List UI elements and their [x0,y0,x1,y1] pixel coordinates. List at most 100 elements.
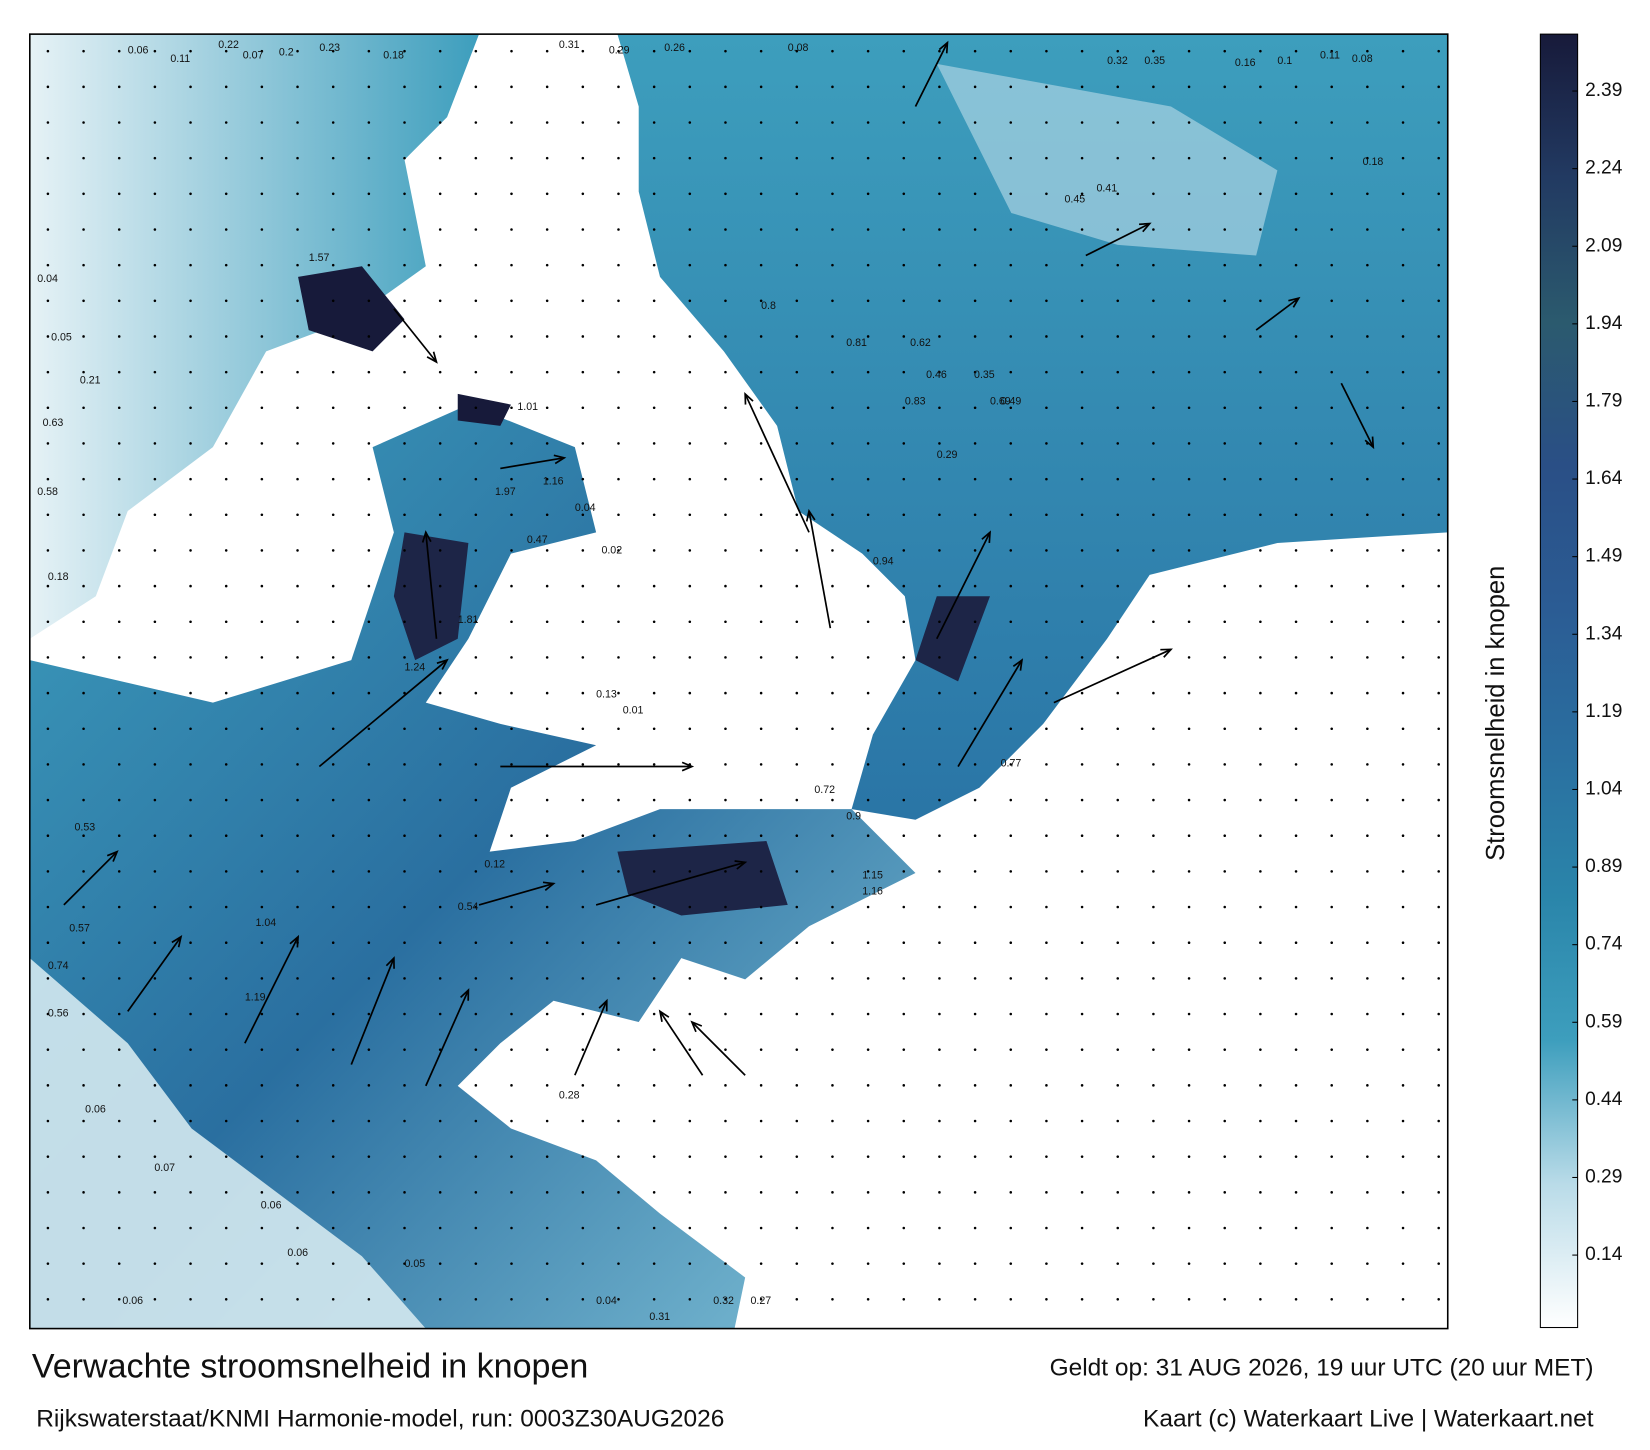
grid-dot [1009,656,1013,659]
grid-dot [1152,727,1155,731]
grid-dot [938,691,941,695]
current-label: 0.27 [750,1295,771,1307]
colorbar-tick-label: 1.19 [1585,701,1622,722]
grid-dot [1401,1262,1405,1265]
grid-dot [866,85,870,89]
grid-dot [1437,905,1440,909]
grid-dot [510,156,513,160]
grid-dot [1009,1226,1013,1230]
grid-dot [510,85,513,89]
grid-dot [831,1155,834,1158]
arrow [318,659,448,768]
grid-dot [724,620,727,624]
grid-dot [1294,1155,1298,1158]
grid-dot [1116,691,1120,695]
grid-dot [153,941,157,944]
grid-dot [1401,620,1405,624]
grid-dot [831,977,834,980]
grid-dot [510,1012,513,1016]
grid-dot [1259,477,1262,481]
grid-dot [438,691,442,695]
grid-dot [367,1262,371,1265]
arrow [1340,382,1374,448]
grid-dot [973,656,977,659]
grid-dot [581,977,585,980]
arrow-head [553,454,567,465]
grid-dot [545,156,549,160]
grid-dot [117,1155,121,1158]
grid-dot [296,49,299,53]
grid-dot [652,798,656,802]
grid-dot [938,905,941,909]
grid-dot [759,941,763,944]
grid-dot [189,299,192,303]
grid-dot [938,1298,941,1301]
grid-dot [510,727,513,731]
grid-dot [1437,121,1440,124]
grid-dot [82,1226,85,1230]
grid-dot [296,1048,299,1051]
grid-dot [795,299,799,303]
grid-dot [296,905,299,909]
grid-dot [153,870,157,873]
current-label: 0.26 [664,42,685,54]
grid-dot [510,1262,513,1265]
arrow-head [1364,436,1375,450]
grid-dot [795,1191,799,1194]
grid-dot [545,335,549,338]
grid-dot [438,442,442,445]
colorbar-tick-label: 1.34 [1585,623,1623,644]
grid-dot [938,85,941,89]
grid-dot [1223,406,1227,410]
grid-dot [189,691,192,695]
grid-dot [688,1084,692,1087]
grid-dot [46,691,50,695]
grid-dot [795,1155,799,1158]
grid-dot [902,727,906,731]
grid-dot [1330,299,1333,303]
grid-dot [331,370,335,374]
grid-dot [474,1012,478,1016]
grid-dot [973,1012,977,1016]
grid-dot [474,620,478,624]
grid-dot [46,584,50,588]
grid-dot [224,1048,228,1051]
grid-dot [224,192,228,196]
current-label: 1.24 [405,662,426,674]
sea [29,404,916,1329]
grid-dot [474,85,478,89]
current-label: 0.56 [48,1008,69,1020]
grid-dot [1366,727,1369,731]
grid-dot [296,1084,299,1087]
grid-dot [367,477,371,481]
grid-dot [189,406,192,410]
grid-dot [688,727,692,731]
grid-dot [1152,1012,1155,1016]
grid-dot [260,1012,264,1016]
grid-dot [474,1084,478,1087]
grid-dot [224,1262,228,1265]
grid-dot [82,477,85,481]
grid-dot [831,798,834,802]
grid-dot [296,442,299,445]
grid-dot [688,263,692,267]
grid-dot [46,1119,50,1123]
grid-dot [1009,691,1013,695]
grid-dot [831,1191,834,1194]
grid-dot [617,263,620,267]
grid-dot [296,798,299,802]
grid-dot [153,156,157,160]
grid-dot [117,406,121,410]
grid-dot [1080,727,1084,731]
grid-dot [1045,1012,1048,1016]
grid-dot [1366,798,1369,802]
grid-dot [1366,905,1369,909]
grid-dot [510,1048,513,1051]
grid-dot [1366,941,1369,944]
grid-dot [938,49,941,53]
grid-dot [545,263,549,267]
current-label: 0.18 [383,50,404,62]
grid-dot [296,727,299,731]
grid-dot [46,1084,50,1087]
colorbar-tick-label: 0.44 [1585,1089,1623,1110]
